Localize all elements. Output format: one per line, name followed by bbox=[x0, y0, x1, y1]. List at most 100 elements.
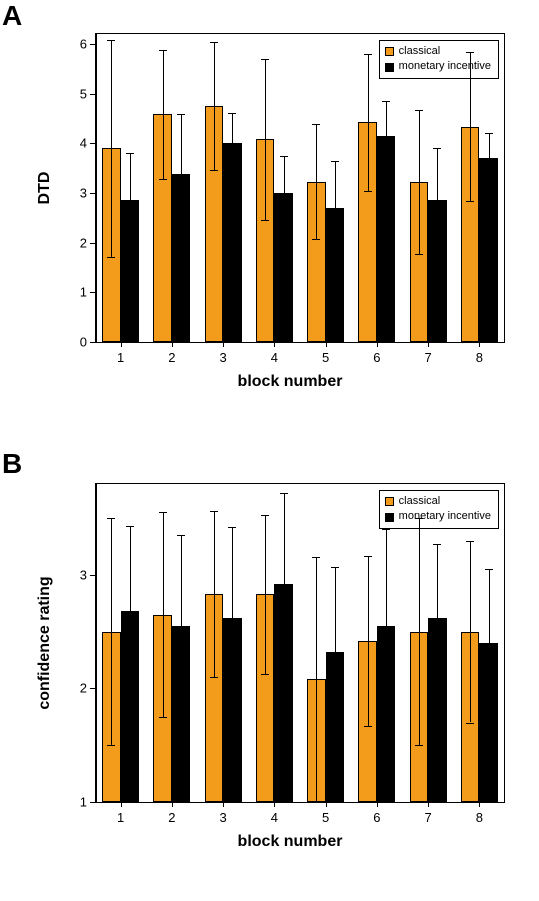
error-cap bbox=[228, 527, 236, 528]
error-cap bbox=[382, 723, 390, 724]
error-cap bbox=[107, 745, 115, 746]
error-cap bbox=[382, 171, 390, 172]
x-tick bbox=[326, 802, 327, 807]
error-cap bbox=[177, 717, 185, 718]
x-tick-label: 7 bbox=[425, 810, 432, 825]
x-tick bbox=[377, 802, 378, 807]
plot-area-a: classical monetary incentive 01234561234… bbox=[95, 33, 505, 343]
x-tick-label: 2 bbox=[168, 810, 175, 825]
error-cap bbox=[466, 541, 474, 542]
x-tick bbox=[172, 802, 173, 807]
error-cap bbox=[433, 692, 441, 693]
error-bar bbox=[437, 544, 438, 692]
legend-b: classical monetary incentive bbox=[379, 490, 499, 529]
error-cap bbox=[261, 674, 269, 675]
error-cap bbox=[312, 124, 320, 125]
legend-label: classical bbox=[399, 44, 441, 59]
error-bar bbox=[470, 541, 471, 723]
x-axis-label: block number bbox=[238, 833, 343, 851]
error-cap bbox=[280, 675, 288, 676]
error-cap bbox=[261, 220, 269, 221]
error-cap bbox=[364, 556, 372, 557]
x-tick-label: 5 bbox=[322, 350, 329, 365]
x-tick bbox=[274, 342, 275, 347]
error-bar bbox=[265, 59, 266, 220]
legend-label: monetary incentive bbox=[399, 509, 491, 524]
error-cap bbox=[433, 253, 441, 254]
x-tick-label: 1 bbox=[117, 810, 124, 825]
error-cap bbox=[228, 113, 236, 114]
legend-label: classical bbox=[399, 494, 441, 509]
error-cap bbox=[280, 156, 288, 157]
x-tick-label: 8 bbox=[476, 350, 483, 365]
y-tick bbox=[90, 802, 95, 803]
error-bar bbox=[470, 52, 471, 201]
x-tick-label: 7 bbox=[425, 350, 432, 365]
y-tick-label: 4 bbox=[80, 136, 87, 151]
x-tick-label: 4 bbox=[271, 810, 278, 825]
error-bar bbox=[489, 569, 490, 717]
error-bar bbox=[489, 133, 490, 183]
error-cap bbox=[177, 114, 185, 115]
error-cap bbox=[261, 59, 269, 60]
y-tick-label: 6 bbox=[80, 36, 87, 51]
error-cap bbox=[280, 230, 288, 231]
y-tick-label: 3 bbox=[80, 567, 87, 582]
error-cap bbox=[210, 677, 218, 678]
y-tick-label: 3 bbox=[80, 185, 87, 200]
panel-label-a: A bbox=[2, 0, 22, 32]
error-cap bbox=[364, 726, 372, 727]
error-cap bbox=[107, 518, 115, 519]
error-cap bbox=[485, 569, 493, 570]
error-bar bbox=[419, 110, 420, 254]
legend-swatch bbox=[385, 497, 394, 506]
error-cap bbox=[312, 802, 320, 803]
error-cap bbox=[364, 191, 372, 192]
legend-label: monetary incentive bbox=[399, 59, 491, 74]
error-bar bbox=[437, 148, 438, 252]
y-axis bbox=[95, 34, 97, 342]
legend-entry: monetary incentive bbox=[385, 509, 491, 524]
x-tick bbox=[428, 342, 429, 347]
x-tick-label: 1 bbox=[117, 350, 124, 365]
x-tick bbox=[479, 802, 480, 807]
y-tick-label: 2 bbox=[80, 681, 87, 696]
panel-label-b: B bbox=[2, 448, 22, 480]
error-cap bbox=[312, 239, 320, 240]
x-tick-label: 4 bbox=[271, 350, 278, 365]
error-bar bbox=[181, 535, 182, 717]
x-tick-label: 5 bbox=[322, 810, 329, 825]
legend-swatch bbox=[385, 47, 394, 56]
y-tick bbox=[90, 143, 95, 144]
y-tick bbox=[90, 94, 95, 95]
y-tick bbox=[90, 44, 95, 45]
x-tick-label: 8 bbox=[476, 810, 483, 825]
error-cap bbox=[126, 526, 134, 527]
error-cap bbox=[280, 493, 288, 494]
error-bar bbox=[163, 512, 164, 716]
x-tick-label: 6 bbox=[373, 350, 380, 365]
x-tick bbox=[223, 802, 224, 807]
error-cap bbox=[228, 709, 236, 710]
legend-entry: classical bbox=[385, 494, 491, 509]
error-bar bbox=[284, 156, 285, 231]
error-cap bbox=[210, 511, 218, 512]
error-bar bbox=[130, 153, 131, 247]
x-tick-label: 3 bbox=[220, 810, 227, 825]
error-bar bbox=[335, 161, 336, 255]
right-axis bbox=[504, 484, 505, 802]
error-cap bbox=[107, 40, 115, 41]
error-bar bbox=[111, 518, 112, 745]
x-tick bbox=[479, 342, 480, 347]
figure: A classical monetary incentive 012345612… bbox=[0, 0, 539, 901]
y-tick-label: 5 bbox=[80, 86, 87, 101]
bar bbox=[479, 158, 497, 342]
error-bar bbox=[368, 54, 369, 191]
error-cap bbox=[159, 50, 167, 51]
error-cap bbox=[177, 535, 185, 536]
y-tick bbox=[90, 243, 95, 244]
error-bar bbox=[386, 101, 387, 171]
error-bar bbox=[335, 567, 336, 737]
error-cap bbox=[485, 183, 493, 184]
error-bar bbox=[368, 556, 369, 726]
